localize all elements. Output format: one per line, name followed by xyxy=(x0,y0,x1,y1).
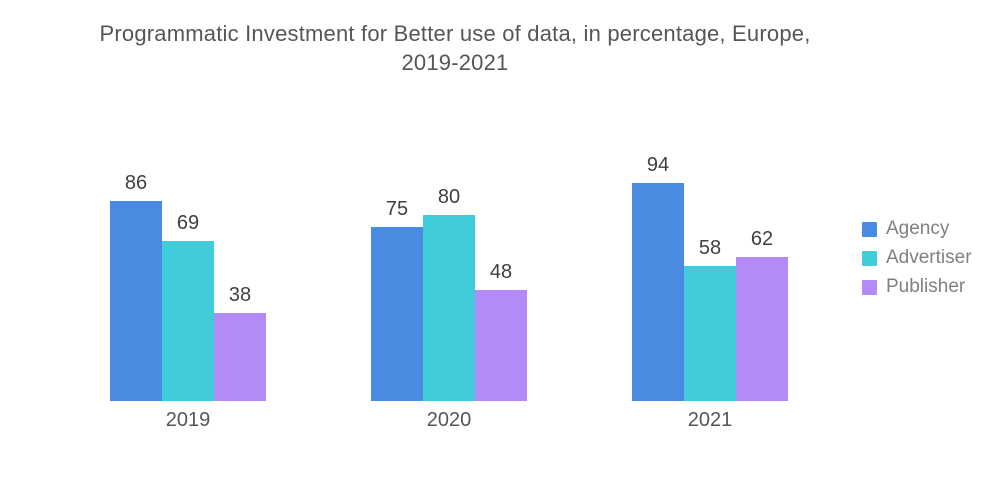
bar-agency-2021[interactable] xyxy=(632,183,684,401)
value-label-agency-2021: 94 xyxy=(646,154,670,176)
value-label-publisher-2020: 48 xyxy=(489,261,513,283)
legend-label-advertiser: Advertiser xyxy=(886,247,972,268)
legend-swatch-publisher xyxy=(862,279,877,295)
bar-advertiser-2020[interactable] xyxy=(423,215,475,401)
bar-agency-2019[interactable] xyxy=(110,201,162,401)
bar-advertiser-2021[interactable] xyxy=(684,266,736,401)
legend-swatch-agency xyxy=(862,221,877,237)
category-label-2021: 2021 xyxy=(687,409,733,431)
legend-label-publisher: Publisher xyxy=(886,276,966,297)
legend: Agency Advertiser Publisher xyxy=(862,218,972,305)
legend-label-agency: Agency xyxy=(886,218,950,239)
bar-publisher-2019[interactable] xyxy=(214,313,266,401)
bar-advertiser-2019[interactable] xyxy=(162,241,214,401)
legend-item-publisher[interactable]: Publisher xyxy=(862,276,972,298)
chart-title-line-1: Programmatic Investment for Better use o… xyxy=(99,21,811,46)
bar-publisher-2020[interactable] xyxy=(475,290,527,401)
bar-publisher-2021[interactable] xyxy=(736,257,788,401)
value-label-publisher-2019: 38 xyxy=(228,284,252,306)
category-label-2019: 2019 xyxy=(165,409,211,431)
value-label-advertiser-2021: 58 xyxy=(698,237,722,259)
legend-swatch-advertiser xyxy=(862,250,877,266)
legend-item-agency[interactable]: Agency xyxy=(862,218,972,240)
value-label-advertiser-2020: 80 xyxy=(437,186,461,208)
chart-title-line-2: 2019-2021 xyxy=(401,50,509,75)
chart-title: Programmatic Investment for Better use o… xyxy=(0,19,910,77)
bar-agency-2020[interactable] xyxy=(371,227,423,401)
category-label-2020: 2020 xyxy=(426,409,472,431)
value-label-advertiser-2019: 69 xyxy=(176,212,200,234)
value-label-agency-2019: 86 xyxy=(124,172,148,194)
legend-item-advertiser[interactable]: Advertiser xyxy=(862,247,972,269)
value-label-publisher-2021: 62 xyxy=(750,228,774,250)
value-label-agency-2020: 75 xyxy=(385,198,409,220)
